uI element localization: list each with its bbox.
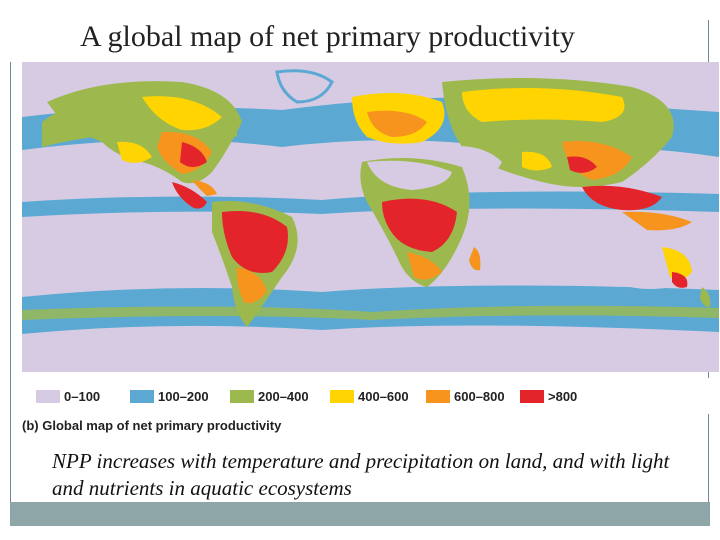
legend-label: 600–800 [454,389,505,404]
slide-frame-left [10,62,11,502]
caption-prefix: (b) [22,418,39,433]
map-legend: 0–100 100–200 200–400 400–600 600–800 >8… [22,378,719,414]
legend-swatch [230,390,254,403]
legend-label: 0–100 [64,389,101,404]
caption-text: Global map of net primary productivity [42,418,282,433]
legend-label: 400–600 [358,389,409,404]
legend-swatch [36,390,60,403]
npp-world-map [22,62,719,372]
legend-swatch [330,390,354,403]
slide-title: A global map of net primary productivity [80,20,575,53]
legend-label: 200–400 [258,389,309,404]
legend-label: 100–200 [158,389,209,404]
legend-label: >800 [548,389,578,404]
legend-swatch [130,390,154,403]
figure-caption: (b) Global map of net primary productivi… [22,418,281,433]
legend-swatch [426,390,450,403]
legend-swatch [520,390,544,403]
explanatory-note: NPP increases with temperature and preci… [52,449,670,500]
slide-footer-bar [10,502,710,526]
